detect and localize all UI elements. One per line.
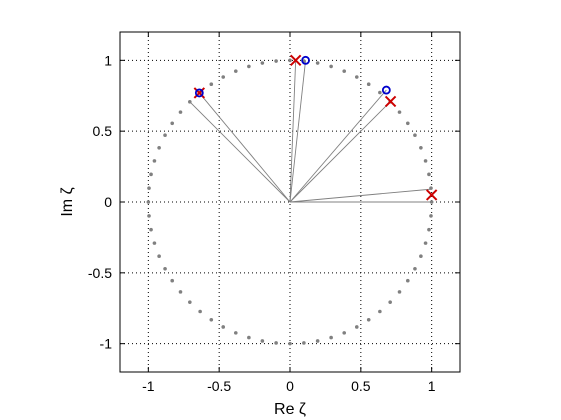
unit-circle-point <box>378 309 382 314</box>
unit-circle-point <box>427 172 431 177</box>
unit-circle-point <box>288 58 292 63</box>
unit-circle-point <box>221 75 226 79</box>
unit-circle-point <box>170 278 175 283</box>
unit-circle-point <box>302 341 306 345</box>
markers <box>193 54 438 201</box>
unit-circle-point <box>388 300 392 304</box>
y-tick-label: -1 <box>100 336 113 352</box>
y-axis-label: Im ζ <box>59 187 76 216</box>
o-marker <box>381 85 391 95</box>
unit-circle-point <box>429 214 433 218</box>
unit-circle-point <box>260 339 265 343</box>
unit-circle-point <box>209 317 214 322</box>
unit-circle-point <box>198 309 202 314</box>
unit-circle-point <box>274 59 278 63</box>
unit-circle-point <box>149 227 153 232</box>
unit-circle-point <box>423 159 428 163</box>
radial-line <box>289 60 297 203</box>
unit-circle-point <box>233 69 238 73</box>
unit-circle-point <box>315 339 320 343</box>
radial-line <box>189 101 291 203</box>
unit-circle-point <box>342 331 347 335</box>
unit-circle-point <box>429 200 434 204</box>
unit-circle-point <box>157 145 161 150</box>
unit-circle-point <box>178 110 183 114</box>
x-tick-label: -0.5 <box>207 378 231 394</box>
unit-circle-point <box>423 241 428 245</box>
unit-circle-point <box>157 254 161 259</box>
radial-line <box>198 92 291 203</box>
unit-circle-point <box>163 266 167 271</box>
x-tick-label: 0.5 <box>351 378 371 394</box>
unit-circle-point <box>178 290 183 294</box>
x-marker-stroke <box>425 189 438 201</box>
x-axis-label: Re ζ <box>274 401 306 418</box>
unit-circle-point <box>146 200 151 204</box>
unit-circle-point <box>221 325 226 329</box>
x-tick-label: 0 <box>286 378 294 394</box>
y-tick-label: 0 <box>104 194 112 210</box>
y-tick-label: 1 <box>104 52 112 68</box>
unit-circle-point <box>170 121 175 126</box>
unit-circle-point <box>329 64 333 69</box>
unit-circle-point <box>397 290 402 294</box>
y-tick-label: 0.5 <box>93 123 113 139</box>
unit-circle-point <box>233 331 238 335</box>
x-marker <box>425 189 438 201</box>
ticks: -1 -0.5 0 0.5 1 -1 -0.5 0 0.5 1 <box>88 32 460 394</box>
unit-circle-point <box>209 82 214 87</box>
radial-line <box>289 101 391 203</box>
radial-lines <box>189 60 432 203</box>
unit-circle-point <box>366 317 371 322</box>
x-marker <box>193 87 206 99</box>
unit-circle-point <box>152 159 157 163</box>
unit-circle-point <box>329 335 333 340</box>
unit-circle-point <box>260 61 265 65</box>
unit-circle-point <box>247 335 251 340</box>
grid <box>120 32 460 372</box>
unit-circle-point <box>288 341 292 346</box>
unit-circle-point <box>354 75 359 79</box>
unit-circle-point <box>366 82 371 87</box>
unit-circle-point <box>247 64 251 69</box>
unit-circle-point <box>147 186 151 190</box>
unit-circle-point <box>147 214 151 218</box>
unit-circle-point <box>274 341 278 345</box>
unit-circle-point <box>188 300 192 304</box>
unit-circle-point <box>413 133 417 138</box>
unit-circle-point <box>419 254 423 259</box>
unit-circle-point <box>342 69 347 73</box>
x-marker-stroke <box>193 87 206 99</box>
x-tick-label: 1 <box>428 378 436 394</box>
unit-circle-point <box>413 266 417 271</box>
unit-circle-point <box>315 61 320 65</box>
unit-circle-point <box>163 133 167 138</box>
radial-line <box>289 60 307 203</box>
unit-circle-point <box>397 110 402 114</box>
unit-circle-point <box>378 90 382 95</box>
unit-circle <box>146 58 434 346</box>
x-marker-stroke <box>384 95 397 108</box>
unit-circle-point <box>354 325 359 329</box>
unit-circle-point <box>152 241 157 245</box>
x-marker <box>384 95 397 108</box>
unit-circle-point <box>427 227 431 232</box>
o-marker <box>301 55 310 65</box>
o-marker <box>194 88 204 98</box>
radial-line <box>289 188 431 203</box>
x-tick-label: -1 <box>142 378 155 394</box>
unit-circle-point <box>419 145 423 150</box>
unit-circle-point <box>149 172 153 177</box>
x-marker <box>289 54 302 67</box>
y-tick-label: -0.5 <box>88 265 112 281</box>
x-marker-stroke <box>289 54 302 67</box>
radial-line <box>289 89 387 203</box>
unit-circle-point <box>405 121 410 126</box>
unit-circle-point <box>405 278 410 283</box>
